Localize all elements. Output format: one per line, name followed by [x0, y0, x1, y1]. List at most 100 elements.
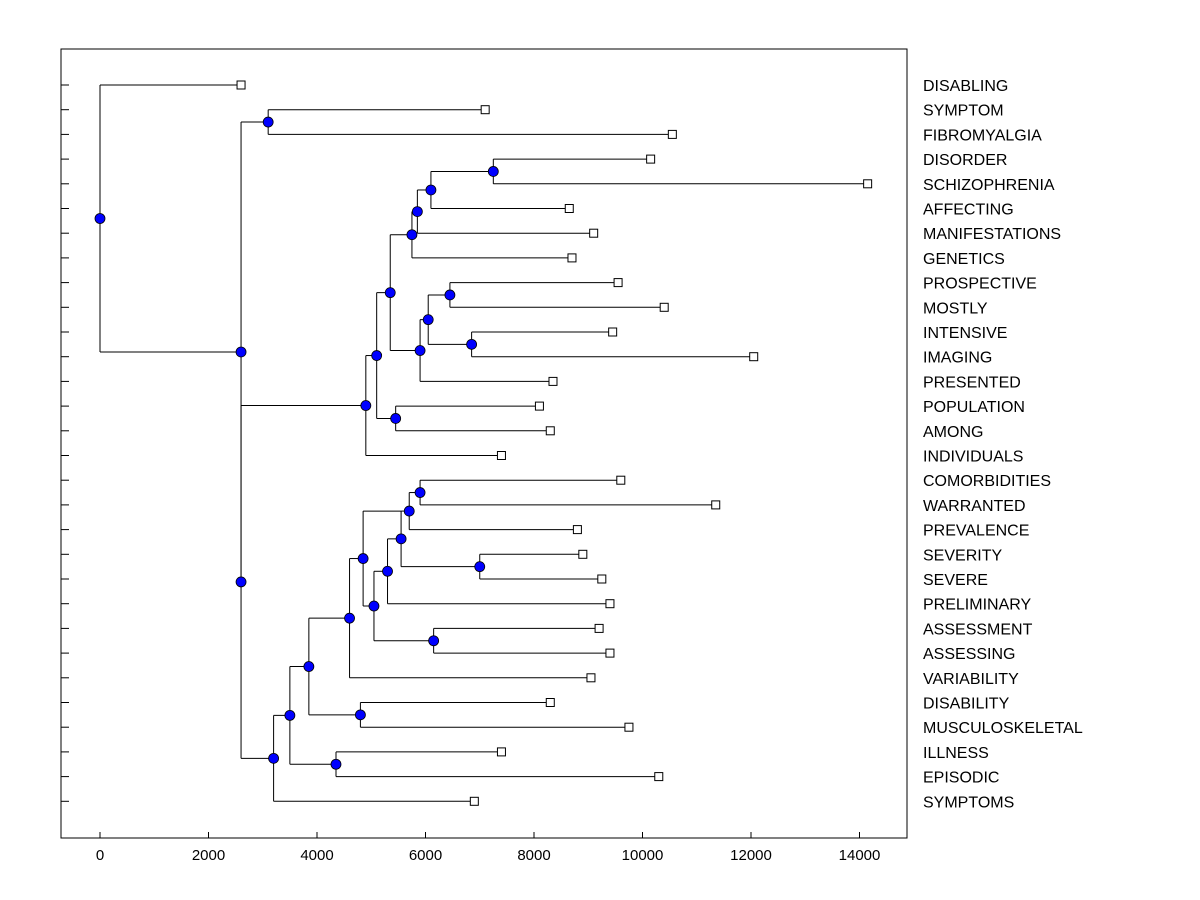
leaf-marker: [646, 154, 656, 164]
leaf-label: DISABILITY: [923, 696, 1010, 713]
cluster-node: [371, 350, 383, 361]
cluster-node: [414, 487, 426, 498]
leaf-marker: [667, 129, 677, 139]
cluster-node: [368, 600, 380, 612]
cluster-node: [268, 752, 280, 764]
leaf-marker: [594, 623, 604, 633]
cluster-node: [360, 400, 372, 411]
leaf-label: DISABLING: [923, 78, 1008, 95]
leaf-label: POPULATION: [923, 399, 1025, 416]
leaf-label: SCHIZOPHRENIA: [923, 177, 1055, 194]
cluster-node: [354, 709, 366, 721]
leaf-label: SEVERE: [923, 572, 988, 589]
leaf-label: AFFECTING: [923, 202, 1014, 219]
cluster-node: [474, 561, 486, 573]
cluster-node: [487, 166, 499, 177]
leaf-marker: [654, 772, 664, 782]
leaf-marker: [545, 426, 555, 436]
x-tick-label: 14000: [839, 847, 881, 864]
leaf-label: ASSESSING: [923, 646, 1015, 663]
leaf-label: PRELIMINARY: [923, 597, 1032, 614]
leaf-marker: [597, 574, 607, 584]
leaf-marker: [613, 278, 623, 288]
leaf-marker: [480, 105, 490, 115]
leaf-label: GENETICS: [923, 251, 1005, 268]
leaf-marker: [659, 302, 669, 312]
cluster-node: [411, 206, 423, 217]
plot-frame: [60, 48, 908, 839]
cluster-node: [414, 345, 426, 356]
cluster-node: [425, 184, 437, 196]
leaf-label: ILLNESS: [923, 745, 989, 762]
leaf-label: SEVERITY: [923, 547, 1002, 564]
x-tick-label: 10000: [622, 847, 664, 864]
leaf-label: PROSPECTIVE: [923, 276, 1037, 293]
leaf-label: MANIFESTATIONS: [923, 226, 1061, 243]
leaf-label: INDIVIDUALS: [923, 449, 1023, 466]
cluster-node: [428, 635, 440, 647]
cluster-node: [384, 287, 396, 299]
x-tick-label: 4000: [300, 847, 333, 864]
cluster-node: [444, 289, 456, 301]
leaf-marker: [749, 352, 759, 362]
leaf-marker: [469, 796, 479, 806]
leaf-label: PRESENTED: [923, 374, 1021, 391]
leaf-marker: [608, 327, 618, 337]
x-tick-label: 6000: [409, 847, 442, 864]
leaf-marker: [605, 648, 615, 658]
leaf-marker: [616, 475, 626, 485]
cluster-node: [390, 413, 402, 424]
leaf-marker: [572, 525, 582, 535]
leaf-marker: [589, 228, 599, 238]
cluster-node: [94, 213, 106, 224]
x-tick-label: 0: [96, 847, 104, 864]
leaf-marker: [496, 747, 506, 757]
leaf-label: DISORDER: [923, 152, 1007, 169]
leaf-marker: [236, 80, 246, 90]
cluster-node: [284, 709, 296, 721]
leaf-marker: [567, 253, 577, 263]
x-tick-label: 8000: [517, 847, 550, 864]
leaf-label: SYMPTOM: [923, 103, 1004, 120]
cluster-node: [344, 612, 355, 624]
leaf-marker: [711, 500, 721, 510]
cluster-node: [235, 576, 247, 588]
cluster-node: [303, 661, 315, 672]
leaf-label: VARIABILITY: [923, 671, 1019, 688]
leaf-label: WARRANTED: [923, 498, 1026, 515]
cluster-node: [422, 314, 434, 326]
cluster-node: [403, 505, 415, 517]
cluster-node: [406, 229, 418, 241]
leaf-marker: [548, 376, 558, 386]
cluster-node: [382, 565, 393, 577]
leaf-marker: [545, 698, 555, 707]
leaf-marker: [863, 179, 873, 189]
cluster-node: [466, 338, 478, 350]
x-tick-label: 12000: [730, 847, 772, 864]
leaf-marker: [624, 722, 634, 732]
cluster-node: [357, 553, 369, 564]
cluster-node: [330, 758, 342, 770]
leaf-label: AMONG: [923, 424, 983, 441]
leaf-marker: [564, 204, 574, 213]
cluster-node: [235, 346, 247, 358]
leaf-marker: [496, 451, 506, 460]
leaf-marker: [534, 401, 544, 411]
leaf-label: ASSESSMENT: [923, 621, 1033, 638]
leaf-marker: [586, 673, 596, 683]
leaf-label: IMAGING: [923, 350, 992, 367]
leaf-label: FIBROMYALGIA: [923, 127, 1042, 144]
cluster-node: [262, 116, 274, 128]
leaf-label: MUSCULOSKELETAL: [923, 720, 1083, 737]
cluster-node: [395, 533, 407, 545]
leaf-label: INTENSIVE: [923, 325, 1007, 342]
leaf-marker: [578, 549, 588, 559]
leaf-label: MOSTLY: [923, 300, 988, 317]
x-tick-label: 2000: [192, 847, 225, 864]
leaf-label: COMORBIDITIES: [923, 473, 1051, 490]
leaf-label: PREVALENCE: [923, 523, 1029, 540]
leaf-label: EPISODIC: [923, 770, 999, 787]
leaf-label: SYMPTOMS: [923, 794, 1014, 811]
leaf-marker: [605, 599, 615, 609]
